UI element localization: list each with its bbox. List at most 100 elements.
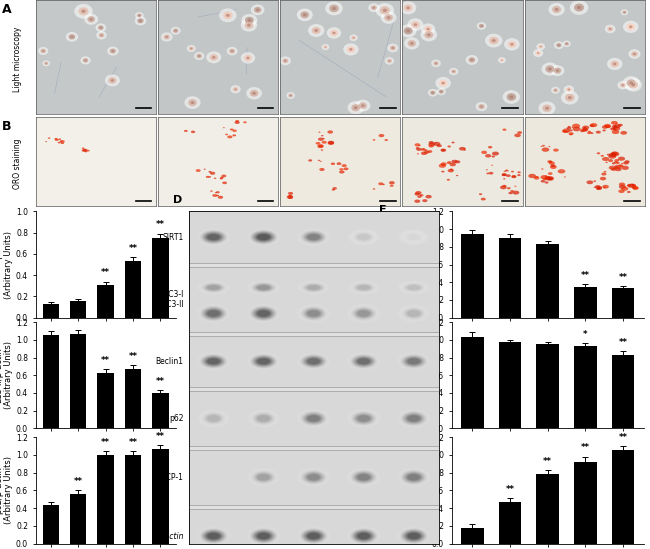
Ellipse shape (506, 93, 516, 101)
Ellipse shape (203, 530, 224, 542)
Ellipse shape (254, 413, 274, 424)
Ellipse shape (216, 195, 219, 197)
Ellipse shape (408, 533, 420, 539)
Ellipse shape (356, 309, 372, 318)
Ellipse shape (609, 28, 612, 30)
Ellipse shape (397, 352, 430, 370)
Ellipse shape (351, 231, 376, 244)
Ellipse shape (197, 280, 230, 295)
Ellipse shape (528, 174, 536, 178)
Ellipse shape (255, 531, 272, 541)
Ellipse shape (207, 533, 220, 540)
Ellipse shape (254, 531, 273, 541)
Ellipse shape (408, 474, 420, 480)
Ellipse shape (550, 165, 557, 169)
Ellipse shape (219, 8, 237, 23)
Ellipse shape (218, 196, 223, 199)
Ellipse shape (615, 166, 619, 169)
Ellipse shape (545, 65, 554, 72)
Ellipse shape (356, 357, 372, 366)
Ellipse shape (570, 1, 588, 15)
Ellipse shape (404, 232, 423, 242)
Text: D: D (174, 195, 183, 205)
Ellipse shape (205, 414, 222, 423)
Ellipse shape (112, 50, 114, 52)
Ellipse shape (424, 149, 428, 151)
Ellipse shape (250, 411, 278, 426)
Ellipse shape (352, 355, 376, 367)
Ellipse shape (175, 30, 177, 32)
Ellipse shape (441, 149, 446, 152)
Ellipse shape (327, 27, 341, 38)
Ellipse shape (306, 532, 321, 540)
Ellipse shape (252, 92, 256, 94)
Ellipse shape (298, 229, 329, 245)
Ellipse shape (66, 32, 78, 42)
Ellipse shape (220, 177, 224, 178)
Ellipse shape (299, 281, 328, 294)
Ellipse shape (301, 412, 326, 425)
Ellipse shape (298, 305, 329, 322)
Ellipse shape (355, 309, 372, 318)
Ellipse shape (307, 310, 320, 317)
Text: **: ** (101, 356, 110, 365)
Ellipse shape (251, 4, 265, 15)
Ellipse shape (348, 228, 380, 245)
Ellipse shape (322, 138, 325, 139)
Ellipse shape (441, 82, 445, 85)
Ellipse shape (619, 184, 626, 189)
Ellipse shape (248, 410, 280, 428)
Ellipse shape (250, 528, 278, 544)
Ellipse shape (255, 357, 272, 366)
Ellipse shape (632, 187, 636, 189)
Ellipse shape (301, 282, 326, 293)
Ellipse shape (189, 47, 194, 51)
Ellipse shape (203, 283, 224, 292)
Ellipse shape (204, 308, 223, 319)
Ellipse shape (421, 152, 427, 155)
Ellipse shape (44, 61, 48, 65)
Ellipse shape (305, 414, 322, 423)
Ellipse shape (506, 175, 511, 177)
Ellipse shape (86, 150, 90, 152)
Ellipse shape (254, 413, 273, 424)
Ellipse shape (255, 284, 272, 291)
Ellipse shape (349, 229, 378, 245)
Ellipse shape (400, 282, 428, 294)
Ellipse shape (352, 530, 376, 542)
Ellipse shape (547, 160, 552, 163)
Bar (574, 462, 597, 544)
Ellipse shape (248, 228, 280, 245)
Text: ORO staining: ORO staining (14, 138, 22, 189)
Ellipse shape (244, 55, 252, 61)
Ellipse shape (203, 356, 224, 367)
Text: **: ** (73, 477, 83, 486)
Ellipse shape (287, 195, 293, 199)
Ellipse shape (347, 352, 380, 370)
Ellipse shape (548, 68, 552, 71)
Ellipse shape (198, 410, 229, 427)
Ellipse shape (432, 92, 434, 94)
Ellipse shape (381, 11, 396, 24)
Ellipse shape (584, 127, 586, 128)
Ellipse shape (339, 168, 343, 171)
Ellipse shape (197, 352, 230, 370)
Ellipse shape (200, 306, 227, 321)
Ellipse shape (387, 59, 392, 63)
Ellipse shape (465, 55, 478, 65)
Ellipse shape (425, 195, 432, 199)
Ellipse shape (318, 144, 324, 148)
Ellipse shape (469, 57, 475, 63)
Ellipse shape (405, 414, 422, 423)
Ellipse shape (399, 528, 428, 544)
Ellipse shape (83, 149, 88, 152)
Ellipse shape (328, 131, 333, 133)
Ellipse shape (404, 283, 424, 292)
Ellipse shape (357, 533, 370, 540)
Ellipse shape (621, 166, 623, 167)
Ellipse shape (536, 51, 541, 55)
Ellipse shape (406, 532, 421, 540)
Ellipse shape (254, 308, 273, 319)
Ellipse shape (255, 414, 272, 423)
Ellipse shape (590, 123, 597, 127)
